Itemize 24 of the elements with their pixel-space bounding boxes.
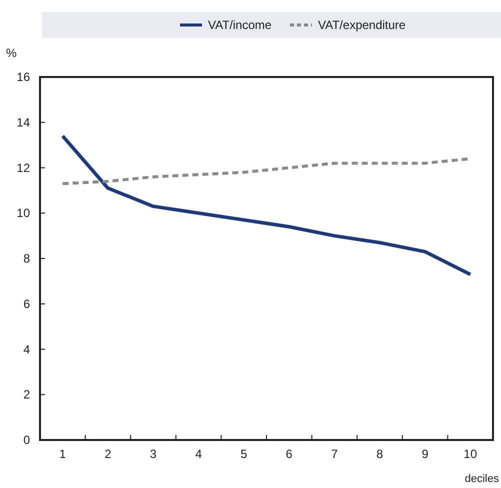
x-tick-label: 7 xyxy=(331,447,338,461)
y-tick-label: 4 xyxy=(23,342,30,356)
x-tick-label: 6 xyxy=(286,447,293,461)
x-tick-label: 8 xyxy=(376,447,384,461)
x-tick-label: 10 xyxy=(464,447,478,461)
x-axis-title: deciles xyxy=(464,473,500,485)
y-tick-label: 12 xyxy=(16,160,30,175)
x-tick-label: 9 xyxy=(422,447,429,461)
y-tick-label: 10 xyxy=(16,206,30,220)
x-tick-label: 2 xyxy=(104,447,112,461)
legend-label: VAT/expenditure xyxy=(318,18,406,32)
x-tick-label: 5 xyxy=(240,447,248,461)
y-tick-label: 16 xyxy=(16,70,30,84)
y-tick-label: 14 xyxy=(16,115,30,130)
y-axis-title: % xyxy=(6,46,17,60)
x-tick-label: 1 xyxy=(59,447,66,461)
y-tick-label: 2 xyxy=(23,388,30,402)
y-tick-label: 6 xyxy=(23,296,30,311)
y-tick-label: 0 xyxy=(23,433,30,447)
legend-label: VAT/income xyxy=(208,18,272,32)
x-tick-label: 4 xyxy=(195,447,202,461)
y-tick-label: 8 xyxy=(23,252,30,266)
x-tick-label: 3 xyxy=(150,447,157,461)
line-series xyxy=(60,134,472,276)
